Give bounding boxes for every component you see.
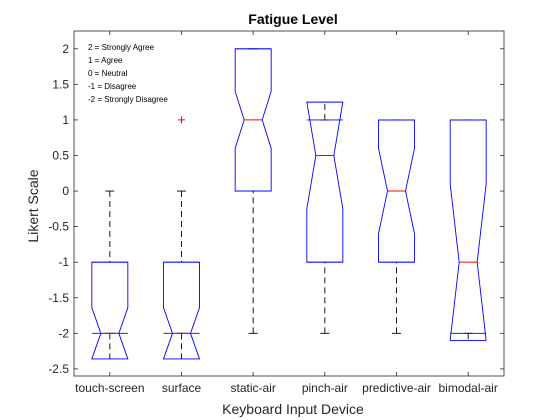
annotation-line: 1 = Agree: [88, 56, 123, 65]
outlier-marker: [178, 116, 185, 124]
text-layer: Fatigue Level Keyboard Input Device Like…: [25, 11, 498, 417]
annotation-line: 0 = Neutral: [88, 69, 128, 78]
box-pinch-air: [306, 101, 344, 334]
notched-box: [306, 101, 344, 263]
y-tick-label: -0.5: [48, 220, 69, 234]
y-tick-label: 0.5: [52, 148, 69, 162]
annotation-line: -2 = Strongly Disagree: [88, 95, 168, 104]
box-touch-screen: [91, 190, 129, 360]
y-tick-label: 2: [62, 42, 69, 56]
box-surface: [162, 116, 201, 360]
x-axis-title: Keyboard Input Device: [222, 401, 364, 417]
annotation-line: -1 = Disagree: [88, 82, 137, 91]
notched-box: [449, 119, 487, 341]
box-bimodal-air: [449, 119, 487, 341]
y-tick-label: -2.5: [48, 362, 69, 376]
box-predictive-air: [378, 119, 415, 334]
box-static-air: [234, 48, 272, 334]
boxes-layer: [91, 48, 487, 360]
x-tick-label: pinch-air: [302, 381, 348, 395]
y-tick-label: -1: [58, 255, 69, 269]
x-tick-label: surface: [162, 381, 202, 395]
x-tick-label: static-air: [230, 381, 275, 395]
axes-layer: [73, 30, 505, 377]
chart-title: Fatigue Level: [248, 11, 337, 27]
y-tick-label: -1.5: [48, 291, 69, 305]
annotation-line: 2 = Strongly Agree: [88, 43, 155, 52]
x-tick-label: bimodal-air: [438, 381, 497, 395]
y-tick-label: 0: [62, 184, 69, 198]
axes-frame: [73, 30, 505, 377]
y-axis-title: Likert Scale: [25, 169, 41, 242]
x-tick-label: touch-screen: [75, 381, 144, 395]
y-tick-label: 1: [62, 113, 69, 127]
x-tick-label: predictive-air: [362, 381, 431, 395]
y-tick-label: 1.5: [52, 77, 69, 91]
y-tick-label: -2: [58, 326, 69, 340]
